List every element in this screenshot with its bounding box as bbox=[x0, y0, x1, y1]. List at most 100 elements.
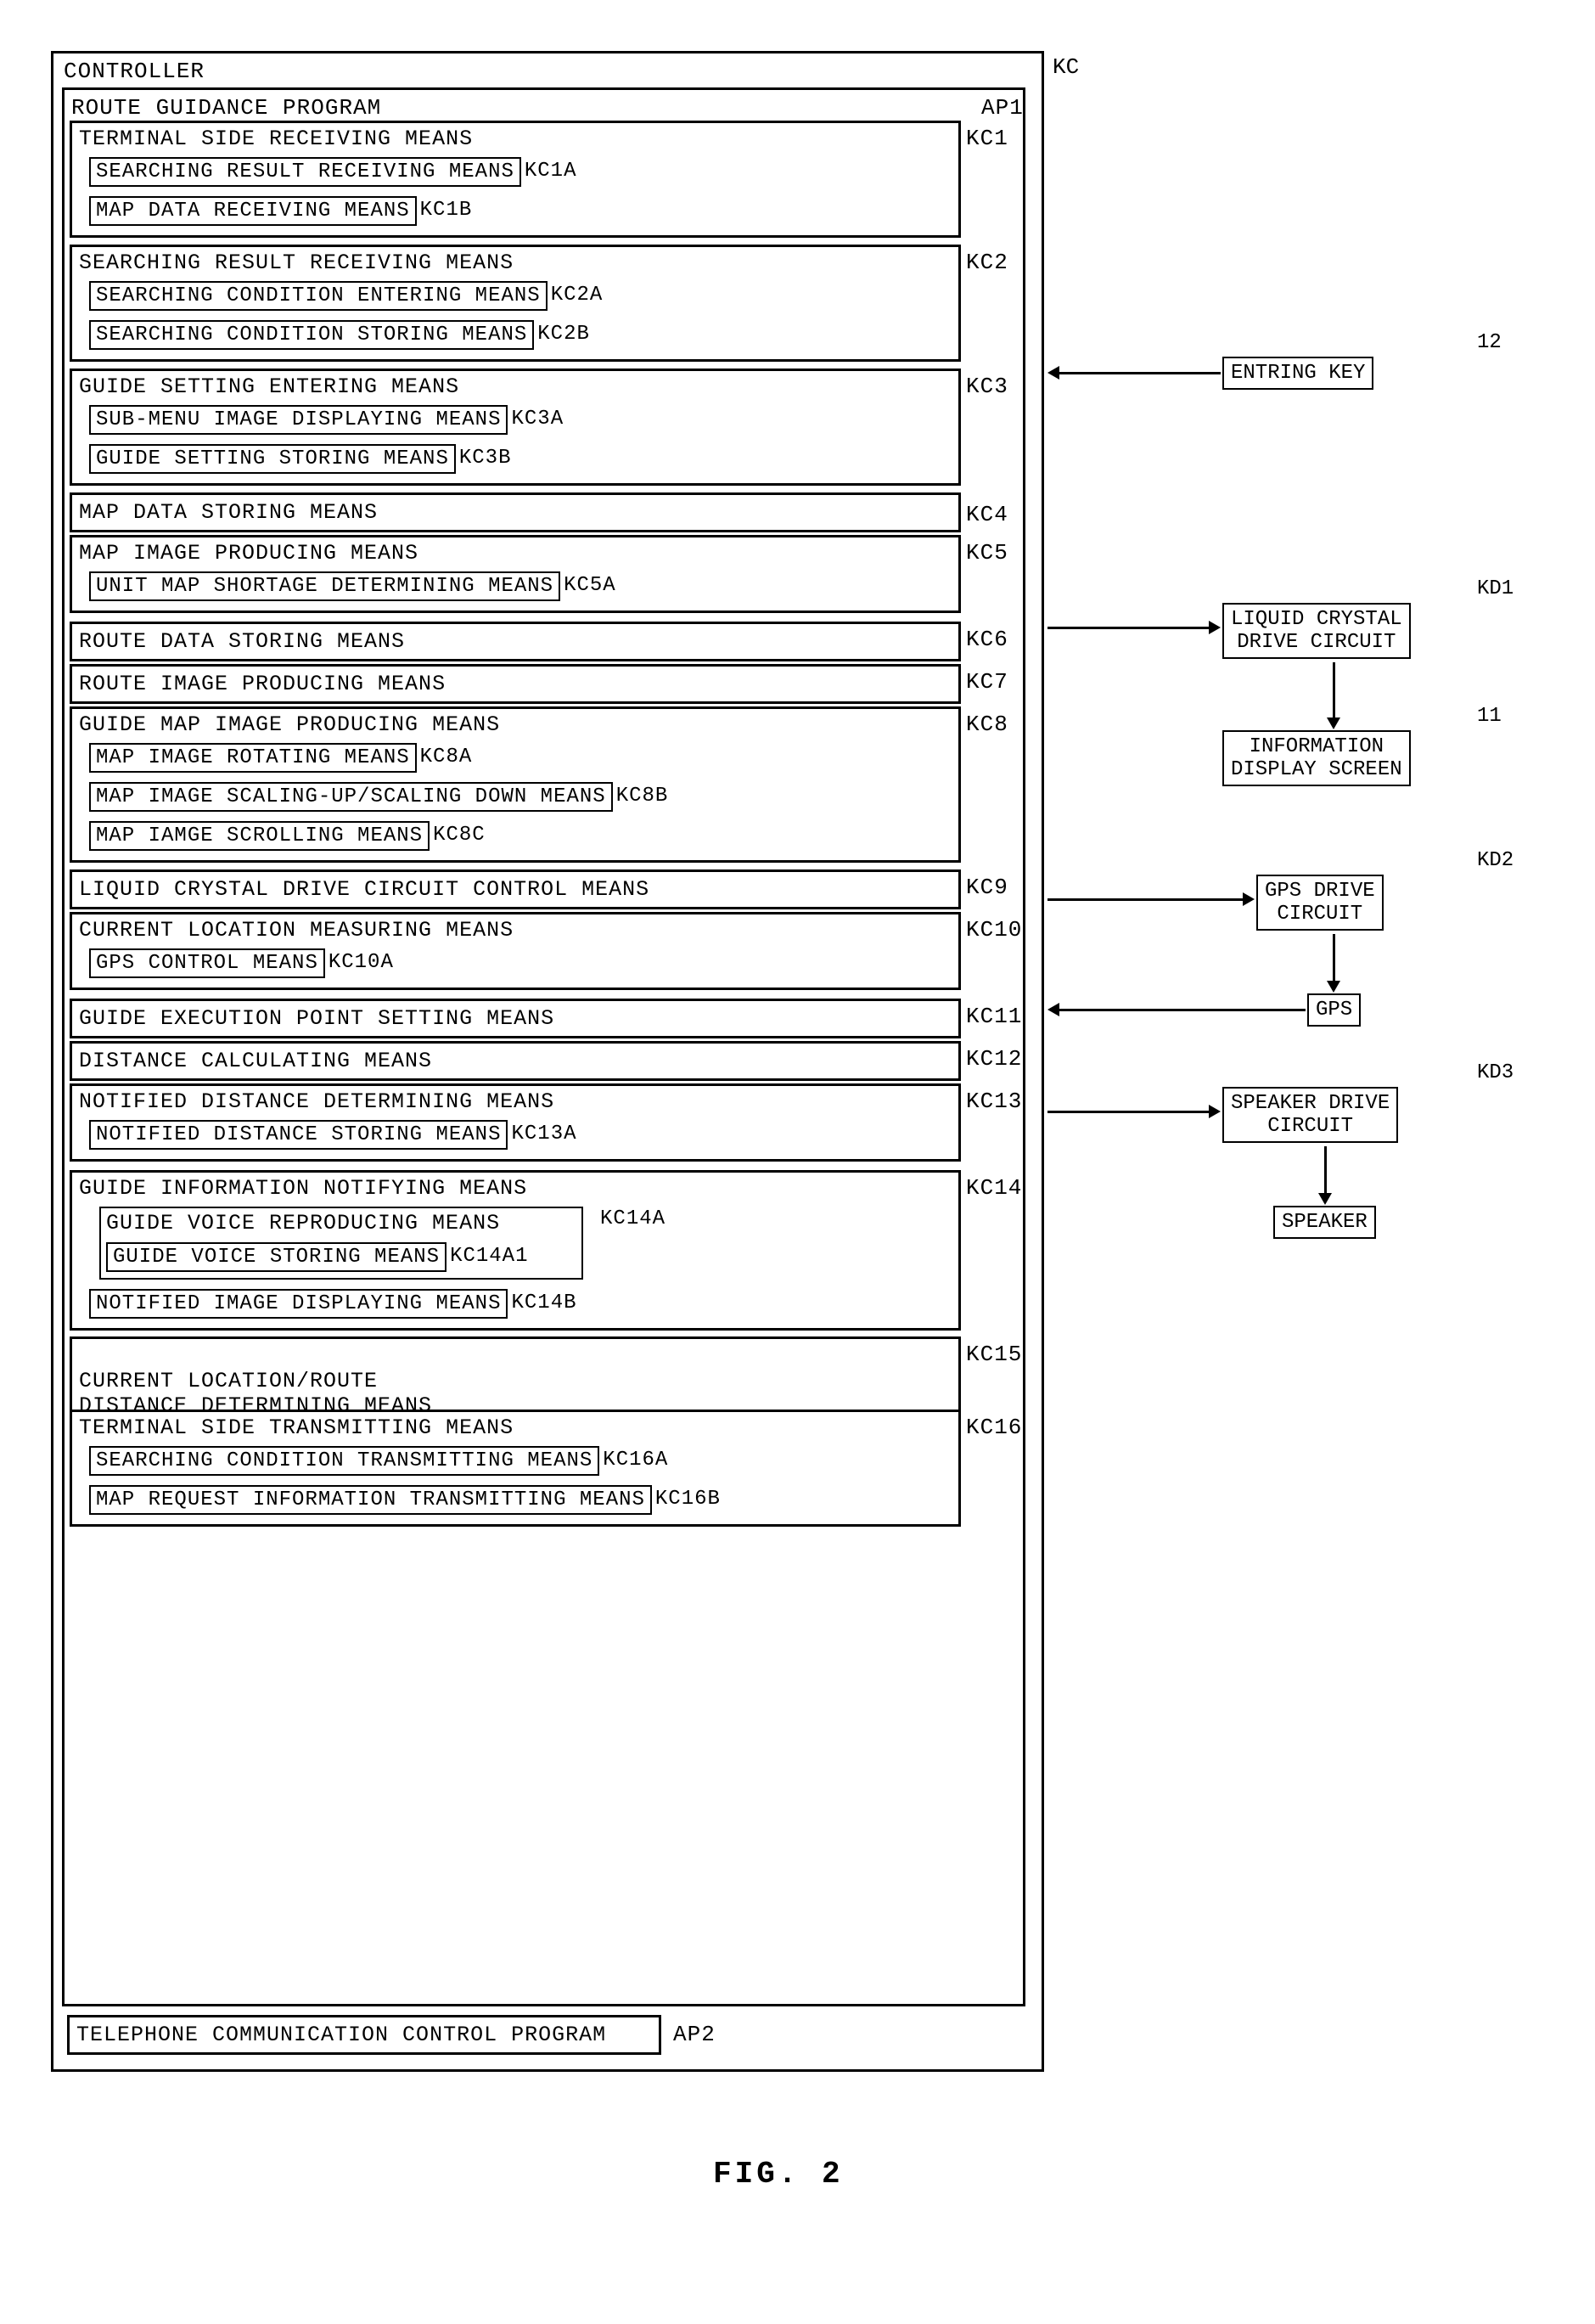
label-12: 12 bbox=[1477, 331, 1502, 354]
module-kc4: MAP DATA STORING MEANS bbox=[70, 492, 961, 532]
kc8a-box: MAP IMAGE ROTATING MEANS bbox=[89, 743, 417, 773]
kc14-title: GUIDE INFORMATION NOTIFYING MEANS bbox=[79, 1176, 952, 1201]
controller-box: CONTROLLER ROUTE GUIDANCE PROGRAM TERMIN… bbox=[51, 51, 1044, 2072]
module-kc9: LIQUID CRYSTAL DRIVE CIRCUIT CONTROL MEA… bbox=[70, 869, 961, 909]
kc6-title: ROUTE DATA STORING MEANS bbox=[79, 629, 405, 654]
kc16a-label: KC16A bbox=[603, 1449, 668, 1471]
module-kc2: SEARCHING RESULT RECEIVING MEANS SEARCHI… bbox=[70, 245, 961, 362]
kc2b-box: SEARCHING CONDITION STORING MEANS bbox=[89, 320, 534, 350]
kc8b-label: KC8B bbox=[616, 785, 669, 807]
arrow-lcd-down bbox=[1333, 662, 1335, 717]
kc8-label: KC8 bbox=[966, 712, 1008, 737]
arrow-gps-back-head bbox=[1047, 1003, 1059, 1016]
kc6-label: KC6 bbox=[966, 627, 1008, 652]
arrow-gps-circ bbox=[1047, 898, 1243, 901]
kc10a-label: KC10A bbox=[329, 951, 394, 974]
kc1b-box: MAP DATA RECEIVING MEANS bbox=[89, 196, 417, 226]
program-title: ROUTE GUIDANCE PROGRAM bbox=[68, 93, 1019, 122]
arrow-spk-down-head bbox=[1318, 1193, 1332, 1205]
kc1a-label: KC1A bbox=[525, 160, 577, 183]
arrow-gps-down bbox=[1333, 934, 1335, 981]
kc13-title: NOTIFIED DISTANCE DETERMINING MEANS bbox=[79, 1089, 952, 1114]
ap2-label: AP2 bbox=[673, 2022, 716, 2047]
kc5-label: KC5 bbox=[966, 540, 1008, 566]
kc11-title: GUIDE EXECUTION POINT SETTING MEANS bbox=[79, 1006, 554, 1031]
arrow-lcd-head bbox=[1209, 621, 1221, 634]
telephone-title: TELEPHONE COMMUNICATION CONTROL PROGRAM bbox=[76, 2023, 606, 2047]
figure-label: FIG. 2 bbox=[713, 2157, 844, 2192]
label-kd1: KD1 bbox=[1477, 577, 1514, 600]
lcd-circuit-box: LIQUID CRYSTAL DRIVE CIRCUIT bbox=[1222, 603, 1411, 659]
kc14-label: KC14 bbox=[966, 1175, 1022, 1201]
kc2-label: KC2 bbox=[966, 250, 1008, 275]
kc12-title: DISTANCE CALCULATING MEANS bbox=[79, 1049, 432, 1073]
module-kc16: TERMINAL SIDE TRANSMITTING MEANS SEARCHI… bbox=[70, 1410, 961, 1527]
kc10-title: CURRENT LOCATION MEASURING MEANS bbox=[79, 918, 952, 943]
arrow-gps-circ-head bbox=[1243, 892, 1255, 906]
kc10a-box: GPS CONTROL MEANS bbox=[89, 948, 325, 978]
label-11: 11 bbox=[1477, 705, 1502, 728]
arrow-gps-back bbox=[1059, 1009, 1306, 1011]
kc16-title: TERMINAL SIDE TRANSMITTING MEANS bbox=[79, 1415, 952, 1440]
module-kc10: CURRENT LOCATION MEASURING MEANS GPS CON… bbox=[70, 912, 961, 990]
module-kc5: MAP IMAGE PRODUCING MEANS UNIT MAP SHORT… bbox=[70, 535, 961, 613]
kc3-label: KC3 bbox=[966, 374, 1008, 399]
arrow-lcd-down-head bbox=[1327, 717, 1340, 729]
module-kc6: ROUTE DATA STORING MEANS bbox=[70, 622, 961, 661]
kc8a-label: KC8A bbox=[420, 746, 473, 768]
speaker-circuit-box: SPEAKER DRIVE CIRCUIT bbox=[1222, 1087, 1398, 1143]
gps-circuit-box: GPS DRIVE CIRCUIT bbox=[1256, 875, 1384, 931]
kc7-title: ROUTE IMAGE PRODUCING MEANS bbox=[79, 672, 446, 696]
kc3b-label: KC3B bbox=[459, 447, 512, 470]
kc16b-box: MAP REQUEST INFORMATION TRANSMITTING MEA… bbox=[89, 1485, 652, 1515]
kc14a-outer: GUIDE VOICE REPRODUCING MEANS GUIDE VOIC… bbox=[99, 1207, 583, 1280]
kc16-label: KC16 bbox=[966, 1415, 1022, 1440]
kc12-label: KC12 bbox=[966, 1046, 1022, 1072]
kc5a-label: KC5A bbox=[564, 574, 616, 597]
module-kc8: GUIDE MAP IMAGE PRODUCING MEANS MAP IMAG… bbox=[70, 706, 961, 863]
program-box: ROUTE GUIDANCE PROGRAM TERMINAL SIDE REC… bbox=[62, 87, 1025, 2006]
telephone-box: TELEPHONE COMMUNICATION CONTROL PROGRAM bbox=[67, 2015, 661, 2055]
kc15-label: KC15 bbox=[966, 1342, 1022, 1367]
kc1-title: TERMINAL SIDE RECEIVING MEANS bbox=[79, 127, 952, 151]
ap1-label: AP1 bbox=[981, 95, 1024, 121]
kc8c-label: KC8C bbox=[433, 824, 486, 847]
arrow-lcd bbox=[1047, 627, 1209, 629]
module-kc7: ROUTE IMAGE PRODUCING MEANS bbox=[70, 664, 961, 704]
module-kc3: GUIDE SETTING ENTERING MEANS SUB-MENU IM… bbox=[70, 369, 961, 486]
kc4-label: KC4 bbox=[966, 502, 1008, 527]
kc3-title: GUIDE SETTING ENTERING MEANS bbox=[79, 374, 952, 399]
kc3a-box: SUB-MENU IMAGE DISPLAYING MEANS bbox=[89, 405, 508, 435]
kc9-label: KC9 bbox=[966, 875, 1008, 900]
arrow-spk-down bbox=[1324, 1146, 1327, 1193]
kc-outer-label: KC bbox=[1053, 54, 1079, 80]
kc2a-label: KC2A bbox=[551, 284, 604, 307]
arrow-gps-down-head bbox=[1327, 981, 1340, 993]
kc3b-box: GUIDE SETTING STORING MEANS bbox=[89, 444, 456, 474]
kc8-title: GUIDE MAP IMAGE PRODUCING MEANS bbox=[79, 712, 952, 737]
module-kc1: TERMINAL SIDE RECEIVING MEANS SEARCHING … bbox=[70, 121, 961, 238]
label-kd2: KD2 bbox=[1477, 849, 1514, 872]
kc9-title: LIQUID CRYSTAL DRIVE CIRCUIT CONTROL MEA… bbox=[79, 877, 649, 902]
kc8b-box: MAP IMAGE SCALING-UP/SCALING DOWN MEANS bbox=[89, 782, 613, 812]
module-kc12: DISTANCE CALCULATING MEANS bbox=[70, 1041, 961, 1081]
speaker-box: SPEAKER bbox=[1273, 1206, 1376, 1239]
kc5a-box: UNIT MAP SHORTAGE DETERMINING MEANS bbox=[89, 571, 560, 601]
kc1b-label: KC1B bbox=[420, 199, 473, 222]
kc2-title: SEARCHING RESULT RECEIVING MEANS bbox=[79, 250, 952, 275]
entering-key-box: ENTRING KEY bbox=[1222, 357, 1373, 390]
kc16a-box: SEARCHING CONDITION TRANSMITTING MEANS bbox=[89, 1446, 599, 1476]
kc8c-box: MAP IAMGE SCROLLING MEANS bbox=[89, 821, 430, 851]
kc14a1-label: KC14A1 bbox=[450, 1245, 528, 1268]
kc2b-label: KC2B bbox=[537, 323, 590, 346]
module-kc13: NOTIFIED DISTANCE DETERMINING MEANS NOTI… bbox=[70, 1083, 961, 1162]
kc14a1-box: GUIDE VOICE STORING MEANS bbox=[106, 1242, 446, 1272]
kc2a-box: SEARCHING CONDITION ENTERING MEANS bbox=[89, 281, 548, 311]
module-kc14: GUIDE INFORMATION NOTIFYING MEANS GUIDE … bbox=[70, 1170, 961, 1331]
kc14b-box: NOTIFIED IMAGE DISPLAYING MEANS bbox=[89, 1289, 508, 1319]
diagram-root: CONTROLLER ROUTE GUIDANCE PROGRAM TERMIN… bbox=[34, 34, 1562, 2242]
kc3a-label: KC3A bbox=[511, 408, 564, 430]
arrow-entkey-head bbox=[1047, 366, 1059, 380]
module-kc11: GUIDE EXECUTION POINT SETTING MEANS bbox=[70, 999, 961, 1038]
kc7-label: KC7 bbox=[966, 669, 1008, 695]
